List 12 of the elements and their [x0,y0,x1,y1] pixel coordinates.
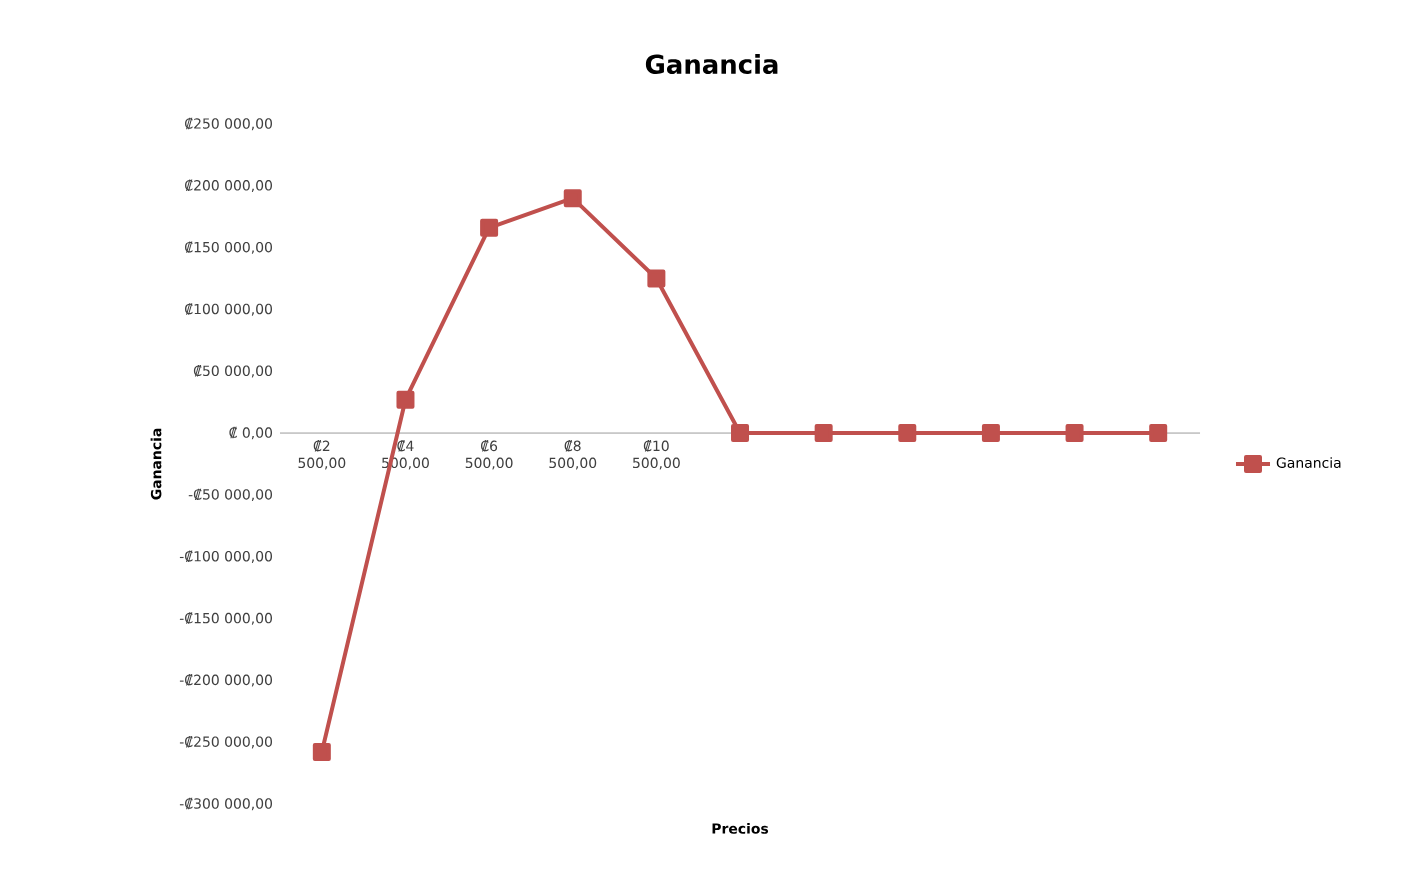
point [480,218,499,237]
point [312,743,331,762]
chart-title: Ganancia [645,53,778,75]
point [563,189,582,208]
point [898,424,917,443]
point [1149,424,1168,443]
point [1065,424,1084,443]
point [396,390,415,409]
point [731,424,750,443]
point [814,424,833,443]
point [981,424,1000,443]
point [647,269,666,288]
